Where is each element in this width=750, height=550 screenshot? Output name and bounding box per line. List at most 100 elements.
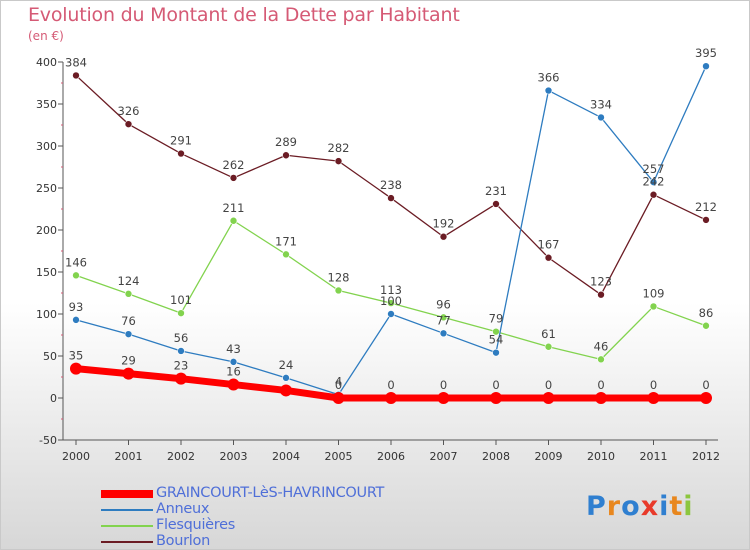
data-point — [177, 149, 185, 158]
data-point — [227, 378, 240, 391]
data-label: 0 — [387, 378, 394, 392]
legend-swatch — [101, 490, 153, 498]
data-point — [70, 362, 82, 375]
data-point — [544, 253, 553, 262]
logo-letter: i — [659, 491, 670, 522]
data-point — [649, 178, 658, 186]
data-point — [492, 327, 500, 336]
data-point — [124, 120, 133, 128]
x-tick-label: 2011 — [640, 450, 668, 463]
legend-swatch — [101, 509, 153, 511]
legend-label: Anneux — [156, 501, 210, 517]
x-tick-label: 2008 — [482, 450, 510, 463]
data-point — [229, 358, 238, 366]
data-label: 96 — [436, 297, 451, 311]
data-point — [72, 271, 80, 280]
series-line-1 — [75, 65, 707, 396]
x-tick-label: 2007 — [430, 450, 458, 463]
data-label: 231 — [485, 184, 507, 198]
data-label: 0 — [702, 378, 709, 392]
data-label: 79 — [489, 312, 504, 326]
data-label: 0 — [440, 378, 447, 392]
data-point — [282, 151, 290, 160]
data-point — [647, 392, 660, 404]
data-label: 238 — [380, 178, 402, 192]
data-point — [124, 290, 133, 298]
data-label: 101 — [170, 293, 192, 307]
data-point — [542, 392, 555, 404]
data-point — [282, 374, 290, 382]
data-label: 0 — [650, 378, 657, 392]
data-label: 29 — [121, 354, 136, 368]
data-point — [177, 347, 185, 355]
data-point — [597, 355, 605, 364]
y-tick-label: 350 — [36, 98, 57, 111]
data-label: 146 — [65, 255, 87, 269]
data-label: 291 — [170, 134, 192, 148]
data-label: 0 — [597, 378, 604, 392]
data-point — [649, 190, 658, 199]
y-tick-label: 200 — [36, 224, 57, 237]
data-label: 4 — [335, 375, 342, 389]
y-tick-label: 250 — [36, 182, 57, 195]
data-point — [595, 392, 607, 404]
data-label: 211 — [223, 201, 245, 215]
data-label: 56 — [174, 331, 189, 345]
data-label: 93 — [69, 300, 84, 314]
x-tick-label: 2009 — [535, 450, 563, 463]
logo-letter: P — [586, 491, 607, 522]
data-point — [229, 216, 238, 225]
data-point — [387, 194, 395, 202]
y-tick-label: 0 — [50, 392, 57, 405]
legend-swatch — [101, 525, 153, 527]
data-label: 61 — [541, 327, 556, 341]
x-tick-label: 2002 — [167, 450, 195, 463]
x-tick-label: 2001 — [115, 450, 143, 463]
data-label: 113 — [380, 283, 402, 297]
x-tick-label: 2012 — [692, 450, 720, 463]
x-tick-label: 2005 — [325, 450, 353, 463]
data-label: 100 — [380, 294, 402, 308]
x-tick-label: 2000 — [62, 450, 90, 463]
data-label: 24 — [279, 358, 294, 372]
data-point — [544, 342, 553, 351]
data-point — [437, 392, 450, 404]
data-label: 76 — [121, 314, 136, 328]
data-point — [597, 290, 605, 299]
data-point — [490, 392, 502, 404]
data-point — [702, 216, 710, 224]
legend-label: GRAINCOURT-LèS-HAVRINCOURT — [156, 485, 385, 501]
logo-letter: o — [621, 491, 641, 522]
data-label: 242 — [643, 175, 665, 189]
logo-letter: x — [640, 491, 660, 522]
data-label: 35 — [69, 349, 84, 363]
data-label: 289 — [275, 135, 297, 149]
y-tick-label: 300 — [36, 140, 57, 153]
chart-title: Evolution du Montant de la Dette par Hab… — [28, 4, 460, 26]
data-label: 384 — [65, 55, 87, 69]
y-tick-label: 100 — [36, 308, 57, 321]
data-point — [334, 286, 343, 295]
data-point — [649, 302, 658, 311]
y-tick-label: 400 — [36, 56, 57, 69]
data-label: 212 — [695, 200, 717, 214]
data-label: 128 — [328, 270, 350, 284]
data-point — [544, 86, 553, 95]
data-label: 395 — [695, 46, 717, 60]
proxiti-logo: Proxiti — [586, 491, 694, 522]
data-point — [332, 392, 345, 404]
data-point — [492, 200, 500, 208]
data-point — [177, 309, 185, 317]
data-point — [122, 367, 135, 380]
data-label: 0 — [492, 378, 499, 392]
data-label: 109 — [643, 286, 665, 300]
data-label: 167 — [538, 238, 560, 252]
data-label: 326 — [118, 104, 140, 118]
data-point — [597, 113, 605, 122]
legend-label: Flesquières — [156, 517, 236, 533]
data-point — [72, 316, 80, 324]
data-point — [124, 330, 133, 338]
data-point — [385, 392, 397, 404]
data-label: 43 — [226, 342, 241, 356]
